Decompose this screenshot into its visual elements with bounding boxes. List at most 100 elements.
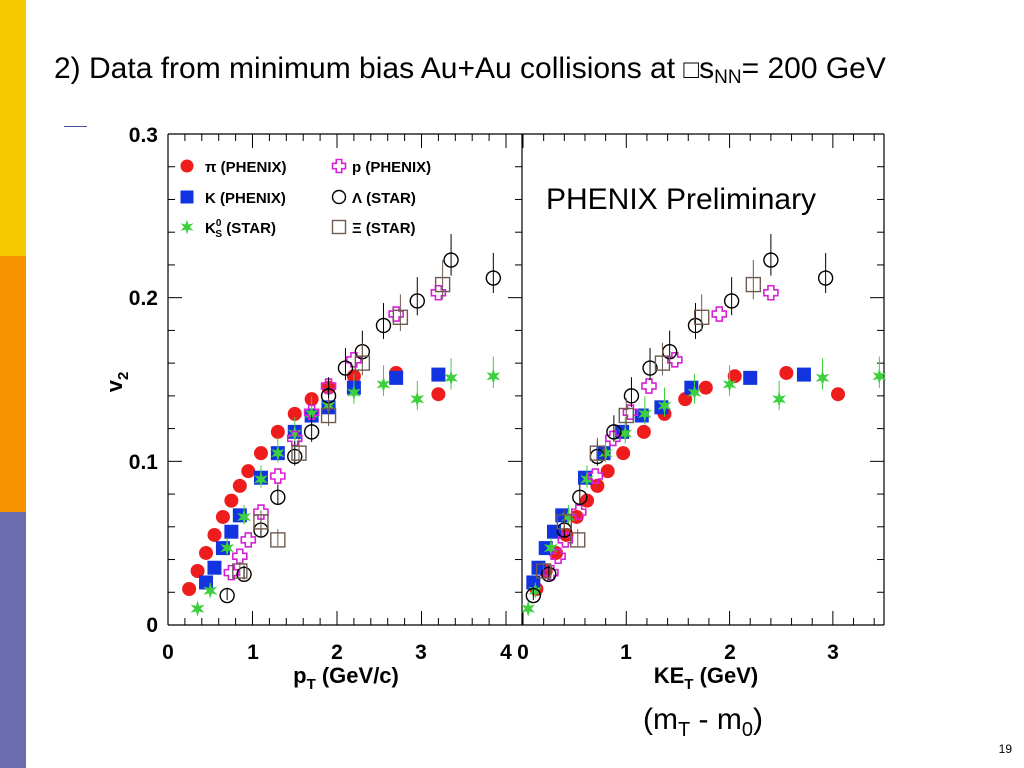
point-k0 <box>237 508 251 525</box>
point-p <box>388 306 404 322</box>
point-xi <box>535 563 552 579</box>
mt-m0-note: (mT - m0) <box>643 703 763 741</box>
point-p <box>346 352 362 368</box>
point-k0 <box>657 397 672 414</box>
accent-bar-orange <box>0 256 26 512</box>
legend-label-xi: Ξ (STAR) <box>352 220 416 237</box>
point-p <box>667 352 683 368</box>
point-xi <box>232 563 248 579</box>
point-k0 <box>528 582 543 599</box>
point-k0 <box>598 445 613 462</box>
legend-label-p: p (PHENIX) <box>352 159 431 176</box>
point-lambda <box>541 566 557 582</box>
point-xi <box>654 355 671 371</box>
point-k0 <box>254 471 268 488</box>
point-pi <box>207 527 222 542</box>
point-xi <box>320 407 337 424</box>
point-lambda <box>236 566 252 582</box>
point-k0 <box>722 376 737 393</box>
right-xtick-label: 0 <box>517 641 529 664</box>
tick-marks <box>167 133 884 626</box>
point-pi <box>727 369 742 384</box>
point-p <box>605 430 621 447</box>
point-lambda <box>443 252 459 268</box>
point-k <box>207 560 222 575</box>
right-x-tick-labels: 0 1 2 3 <box>517 641 839 664</box>
left-panel-frame <box>167 133 522 626</box>
point-k0 <box>637 405 652 422</box>
point-lambda <box>687 317 704 334</box>
point-lambda <box>485 270 502 286</box>
point-lambda <box>409 293 425 309</box>
left-xtick-label: 1 <box>247 641 259 664</box>
point-k <box>796 367 811 382</box>
point-p <box>711 306 728 322</box>
point-p <box>270 468 286 484</box>
point-p <box>557 532 574 548</box>
point-pi <box>182 581 197 596</box>
y-tick-labels: 0 0.1 0.2 0.3 <box>129 124 159 637</box>
point-k0 <box>287 425 302 442</box>
point-k0 <box>486 368 501 385</box>
legend-label-k0: K0 S (STAR) <box>205 218 276 240</box>
point-pi <box>831 387 846 402</box>
point-p <box>430 284 447 301</box>
legend-marker-lambda <box>331 189 347 205</box>
point-p <box>253 504 269 520</box>
point-lambda <box>525 587 542 604</box>
point-xi <box>253 514 269 530</box>
slide-title: 2) Data from minimum bias Au+Au collisio… <box>54 52 886 89</box>
data-points <box>182 233 887 617</box>
point-xi <box>618 407 634 424</box>
point-pi <box>431 387 446 402</box>
point-xi <box>434 276 451 293</box>
point-pi <box>600 464 615 479</box>
point-lambda <box>642 360 658 376</box>
point-xi <box>589 445 606 461</box>
point-lambda <box>606 424 622 440</box>
slide-title-tail: = 200 GeV <box>741 52 886 85</box>
point-lambda <box>763 252 779 268</box>
point-p <box>550 548 566 565</box>
legend-marker-k <box>180 190 194 204</box>
point-lambda <box>572 489 588 506</box>
legend-label-lambda: Λ (STAR) <box>352 190 416 207</box>
right-x-axis-title: KET (GeV) <box>654 663 759 693</box>
point-k <box>526 575 541 590</box>
legend-label-pi: π (PHENIX) <box>205 159 287 176</box>
point-xi <box>392 309 409 326</box>
point-lambda <box>623 388 640 404</box>
point-k <box>743 370 758 385</box>
point-k0 <box>410 391 425 408</box>
accent-bar-purple <box>0 512 26 768</box>
point-pi <box>199 545 214 560</box>
y-axis-title: v2 <box>102 372 132 393</box>
point-pi <box>616 446 631 461</box>
point-k0 <box>815 369 830 386</box>
left-x-axis-title: pT (GeV/c) <box>293 663 399 693</box>
point-k0 <box>270 445 285 462</box>
point-k <box>389 370 404 385</box>
point-pi <box>559 527 574 542</box>
point-lambda <box>723 293 740 309</box>
point-xi <box>570 532 586 548</box>
point-k <box>224 524 239 539</box>
slide-title-s: s <box>699 52 715 85</box>
point-p <box>763 284 779 301</box>
point-k0 <box>521 600 536 617</box>
ytick-label: 0 <box>146 614 158 637</box>
left-x-tick-labels: 0 1 2 3 4 <box>162 641 512 664</box>
point-xi <box>745 276 762 293</box>
point-k0 <box>872 368 887 385</box>
point-p <box>570 504 587 520</box>
point-k0 <box>220 540 235 557</box>
point-p <box>641 378 657 394</box>
slide-title-sub: NN <box>714 67 742 88</box>
right-xtick-label: 2 <box>724 641 736 664</box>
point-pi <box>779 365 794 380</box>
left-xtick-label: 3 <box>415 641 427 664</box>
phenix-preliminary-label: PHENIX Preliminary <box>546 183 816 216</box>
ytick-label: 0.1 <box>129 451 159 474</box>
point-p <box>240 532 257 548</box>
